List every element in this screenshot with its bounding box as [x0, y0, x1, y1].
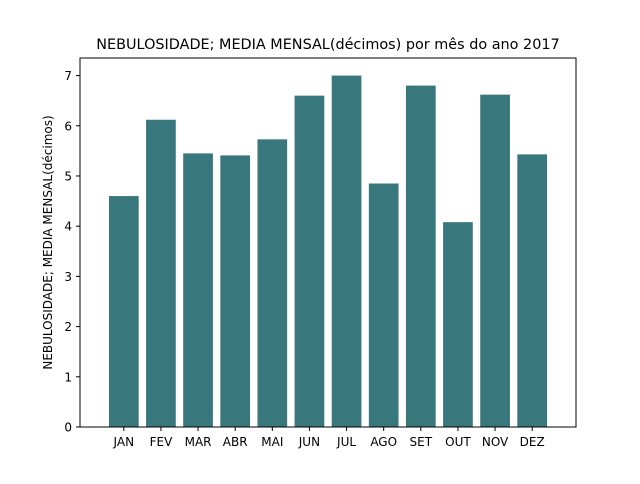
x-tick-label: JAN [113, 435, 135, 449]
bar-jan [108, 196, 139, 427]
x-tick-label: SET [410, 435, 433, 449]
y-axis-ticks: 0 1 2 3 4 5 6 7 [64, 69, 80, 435]
x-tick-label: JUL [336, 435, 356, 449]
bar-out [443, 222, 473, 427]
x-tick-label: MAR [185, 435, 212, 449]
y-tick-label: 5 [64, 169, 72, 183]
bar-jun [294, 95, 325, 428]
y-tick-label: 4 [64, 220, 72, 234]
y-axis-label: NEBULOSIDADE; MEDIA MENSAL(décimos) [41, 115, 55, 369]
x-tick-label: NOV [482, 435, 509, 449]
bar-fev [146, 119, 176, 427]
bar-mai [257, 139, 288, 427]
bars-layer [108, 75, 548, 428]
y-tick-label: 1 [64, 370, 72, 384]
y-tick-label: 7 [64, 69, 72, 83]
bar-set [405, 85, 436, 428]
bar-jul [331, 75, 362, 427]
x-tick-label: OUT [445, 435, 471, 449]
bar-abr [220, 155, 251, 427]
bar-nov [480, 94, 510, 428]
x-tick-label: MAI [261, 435, 283, 449]
x-tick-label: JUN [298, 435, 320, 449]
x-tick-label: AGO [370, 435, 397, 449]
x-axis-ticks: JAN FEV MAR ABR MAI JUN JUL AGO SET OUT NOV DEZ [113, 427, 545, 449]
bar-dez [517, 154, 548, 427]
bar-mar [183, 153, 213, 427]
y-tick-label: 3 [64, 270, 72, 284]
x-tick-label: ABR [223, 435, 248, 449]
x-tick-label: FEV [150, 435, 173, 449]
plot-area-frame [79, 57, 577, 428]
bar-ago [368, 183, 399, 427]
chart-title: NEBULOSIDADE; MEDIA MENSAL(décimos) por … [96, 37, 559, 53]
y-tick-label: 6 [64, 119, 72, 133]
y-tick-label: 2 [64, 320, 72, 334]
y-tick-label: 0 [64, 421, 72, 435]
x-tick-label: DEZ [520, 435, 545, 449]
